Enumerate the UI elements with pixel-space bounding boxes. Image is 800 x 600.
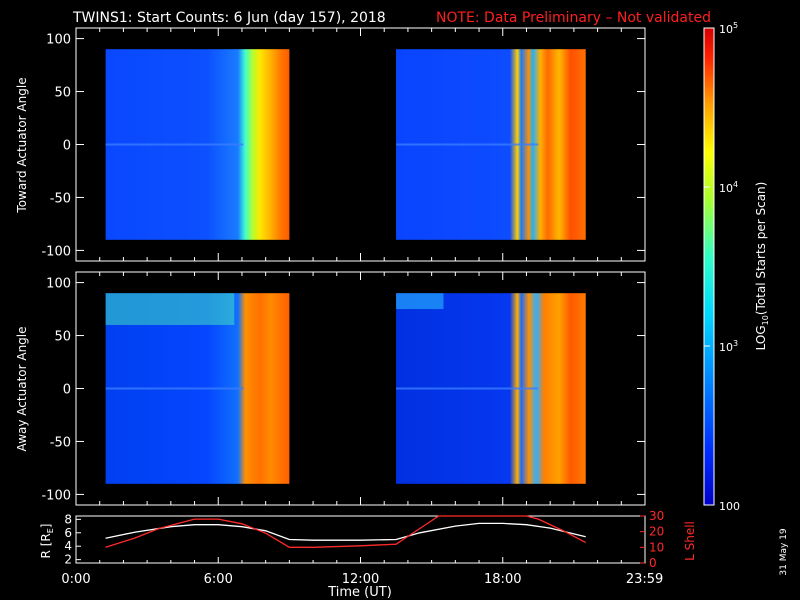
colorbar-tick-label: 100: [719, 500, 740, 513]
colorbar-label: LOG10(Total Starts per Scan): [754, 182, 770, 351]
lshell-tick-label: 10: [649, 540, 664, 554]
colorbar-tick-label: 103: [719, 339, 738, 354]
away-y-axis: 100 50 0 -50 -100: [41, 272, 646, 505]
y-tick-label: -100: [41, 488, 71, 503]
lshell-axis-label: L Shell: [683, 521, 697, 561]
toward-actuator-panel: 100 50 0 -50 -100 Toward Actuator Angle: [15, 27, 646, 262]
time-tick-label: 0:00: [61, 572, 90, 587]
toward-y-axis: 100 50 0 -50 -100: [41, 28, 646, 261]
r-tick-label: 4: [64, 539, 72, 553]
colorbar: 105 104 103 100 LOG10(Total Starts per Scan…: [703, 21, 770, 513]
colorbar-fill: [704, 28, 714, 505]
r-axis-label: R [RE]: [39, 524, 55, 559]
y-tick-label: 100: [46, 33, 71, 48]
away-actuator-panel: 100 50 0 -50 -100 Away Actuator Angle: [15, 271, 646, 506]
r-series-line: [105, 522, 586, 541]
r-tick-label: 6: [64, 526, 72, 540]
y-tick-label: -100: [41, 244, 71, 259]
version-stamp: 31 May 19: [779, 528, 789, 576]
toward-data-blocks: [105, 49, 586, 240]
toward-y-label: Toward Actuator Angle: [15, 77, 29, 213]
upper-bright-band: [105, 293, 235, 325]
time-axis-label: Time (UT): [327, 585, 392, 600]
time-axis: 0:00 6:00 12:00 18:00 23:59: [61, 557, 663, 587]
colorbar-ticks: 105 104 103 100: [704, 21, 740, 513]
upper-bright-band: [396, 293, 444, 310]
time-tick-label: 12:00: [342, 572, 379, 587]
y-tick-label: 0: [63, 139, 71, 154]
lshell-tick-label: 30: [649, 509, 664, 523]
y-tick-label: 100: [46, 277, 71, 292]
colorbar-tick-label: 105: [719, 21, 738, 36]
colorbar-tick-label: 104: [719, 180, 738, 195]
away-data-blocks: [105, 293, 586, 484]
y-tick-label: 50: [54, 330, 71, 345]
away-y-label: Away Actuator Angle: [15, 326, 29, 451]
ephemeris-lines: [105, 515, 587, 548]
y-tick-label: 0: [63, 383, 71, 398]
preliminary-note: NOTE: Data Preliminary – Not validated: [436, 10, 711, 26]
time-tick-label: 18:00: [484, 572, 521, 587]
time-tick-label: 6:00: [204, 572, 233, 587]
ephemeris-panel-frame: [75, 515, 646, 564]
y-tick-label: -50: [50, 435, 71, 450]
r-tick-label: 2: [64, 553, 72, 567]
r-tick-label: 8: [64, 512, 72, 526]
plot-title: TWINS1: Start Counts: 6 Jun (day 157), 2…: [72, 10, 386, 26]
y-tick-label: -50: [50, 191, 71, 206]
lshell-tick-label: 0: [649, 556, 657, 570]
time-tick-label: 23:59: [626, 572, 663, 587]
y-tick-label: 50: [54, 86, 71, 101]
lshell-tick-label: 20: [649, 525, 664, 539]
lshell-series-line: [105, 515, 587, 548]
